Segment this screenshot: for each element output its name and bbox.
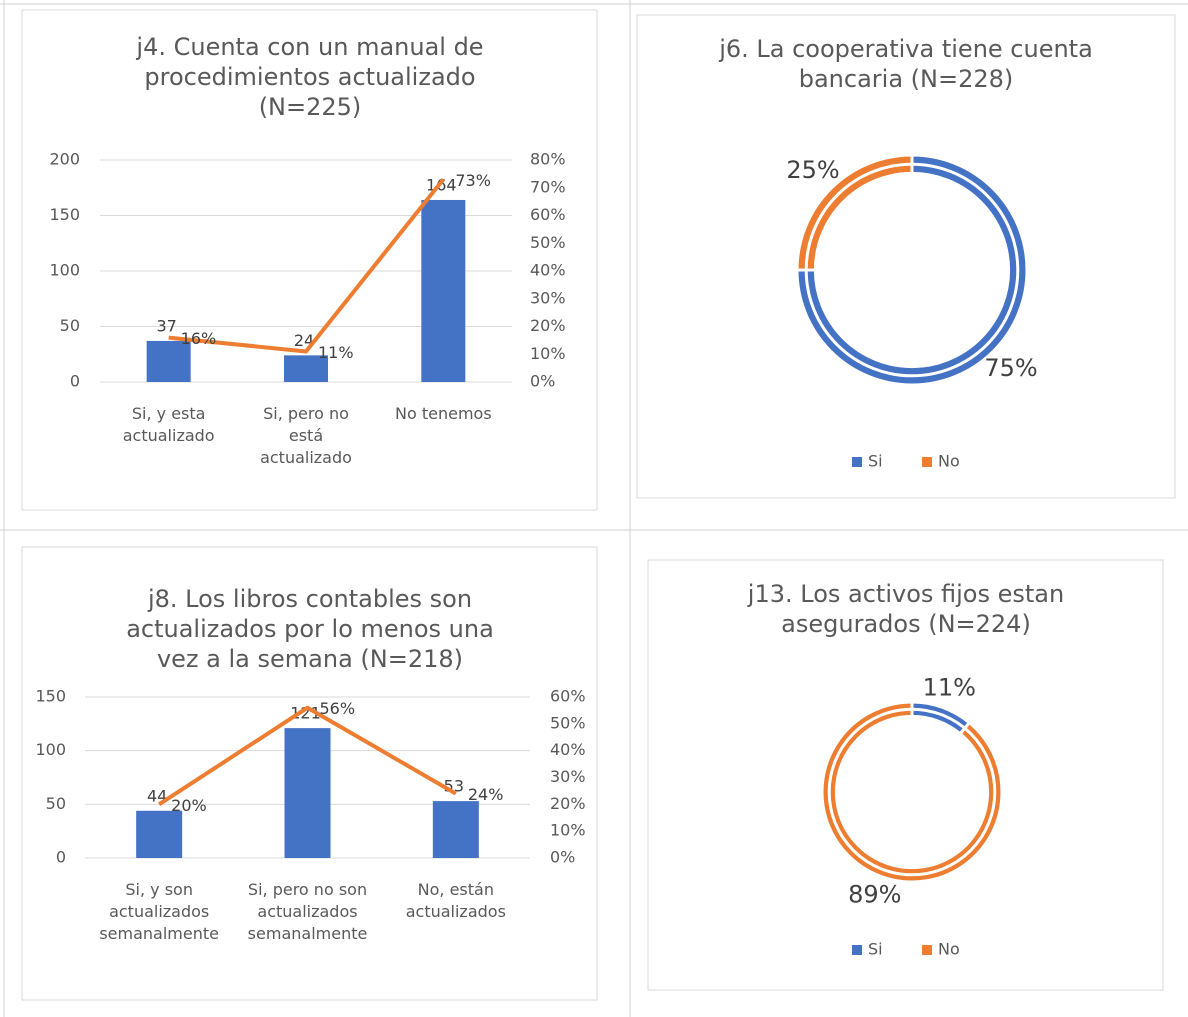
data-label: 16% bbox=[181, 329, 217, 348]
data-label: 25% bbox=[786, 156, 839, 184]
chart-title: j4. Cuenta con un manual de procedimiento… bbox=[135, 33, 483, 121]
data-label: 11% bbox=[923, 674, 976, 702]
x-tick-label: Si, y esta actualizado bbox=[123, 404, 215, 445]
data-label: 20% bbox=[171, 796, 207, 815]
data-label: 73% bbox=[455, 171, 491, 190]
legend-label: Si bbox=[868, 940, 883, 959]
line bbox=[158, 705, 457, 807]
y2-tick-label: 70% bbox=[530, 177, 566, 196]
bar bbox=[432, 801, 479, 858]
chart-title: j6. La cooperativa tiene cuenta bancaria … bbox=[718, 35, 1093, 93]
y2-tick-label: 80% bbox=[530, 150, 566, 169]
y-tick-label: 0 bbox=[56, 848, 66, 867]
y2-tick-label: 60% bbox=[530, 205, 566, 224]
donut-segment bbox=[795, 153, 1029, 387]
bar bbox=[284, 728, 331, 858]
y-tick-label: 50 bbox=[46, 794, 66, 813]
data-label: 37 bbox=[156, 316, 176, 335]
data-label: 24% bbox=[468, 785, 504, 804]
y-tick-label: 100 bbox=[49, 261, 80, 280]
y-tick-label: 200 bbox=[49, 150, 80, 169]
y2-tick-label: 10% bbox=[530, 344, 566, 363]
x-tick-label: No tenemos bbox=[395, 404, 492, 423]
y2-tick-label: 50% bbox=[550, 713, 586, 732]
legend-label: No bbox=[938, 940, 960, 959]
y2-tick-label: 50% bbox=[530, 233, 566, 252]
y-tick-label: 0 bbox=[70, 372, 80, 391]
ring-separator bbox=[804, 162, 1020, 378]
y2-tick-label: 40% bbox=[530, 261, 566, 280]
data-label: 11% bbox=[318, 343, 354, 362]
legend-swatch bbox=[852, 945, 862, 955]
y-tick-label: 150 bbox=[49, 205, 80, 224]
y2-tick-label: 40% bbox=[550, 740, 586, 759]
chart-frame bbox=[21, 9, 598, 511]
y2-tick-label: 10% bbox=[550, 821, 586, 840]
legend-swatch bbox=[922, 457, 932, 467]
x-tick-label: Si, y son actualizados semanalmente bbox=[99, 880, 219, 943]
chart-title: j8. Los libros contables son actualizados… bbox=[126, 585, 494, 673]
x-tick-label: Si, pero no son actualizados semanalmente bbox=[248, 880, 368, 943]
y-tick-label: 100 bbox=[35, 740, 66, 759]
data-label: 121 bbox=[290, 704, 321, 723]
x-tick-label: No, están actualizados bbox=[406, 880, 506, 921]
chart-frame bbox=[647, 559, 1164, 991]
y2-tick-label: 30% bbox=[530, 288, 566, 307]
bar bbox=[146, 340, 191, 382]
line bbox=[168, 178, 445, 354]
data-label: 56% bbox=[320, 699, 356, 718]
data-label: 89% bbox=[848, 880, 901, 908]
legend-label: Si bbox=[868, 452, 883, 471]
legend-swatch bbox=[852, 457, 862, 467]
chart-frame bbox=[636, 14, 1176, 499]
bar bbox=[284, 355, 328, 382]
y2-tick-label: 0% bbox=[530, 372, 555, 391]
y2-tick-label: 20% bbox=[550, 794, 586, 813]
donut-segment bbox=[795, 153, 914, 272]
x-tick-label: Si, pero no está actualizado bbox=[260, 404, 352, 467]
y-tick-label: 150 bbox=[35, 687, 66, 706]
y2-tick-label: 60% bbox=[550, 687, 586, 706]
data-label: 75% bbox=[984, 354, 1037, 382]
bar bbox=[136, 810, 183, 858]
legend-label: No bbox=[938, 452, 960, 471]
legend-swatch bbox=[922, 945, 932, 955]
bar bbox=[421, 199, 466, 382]
y2-tick-label: 0% bbox=[550, 848, 575, 867]
chart-title: j13. Los activos fijos estan asegurados (… bbox=[747, 580, 1064, 638]
y2-tick-label: 30% bbox=[550, 767, 586, 786]
donut-segment bbox=[820, 700, 1004, 884]
y-tick-label: 50 bbox=[60, 316, 80, 335]
ring-separator bbox=[827, 707, 997, 877]
y2-tick-label: 20% bbox=[530, 316, 566, 335]
